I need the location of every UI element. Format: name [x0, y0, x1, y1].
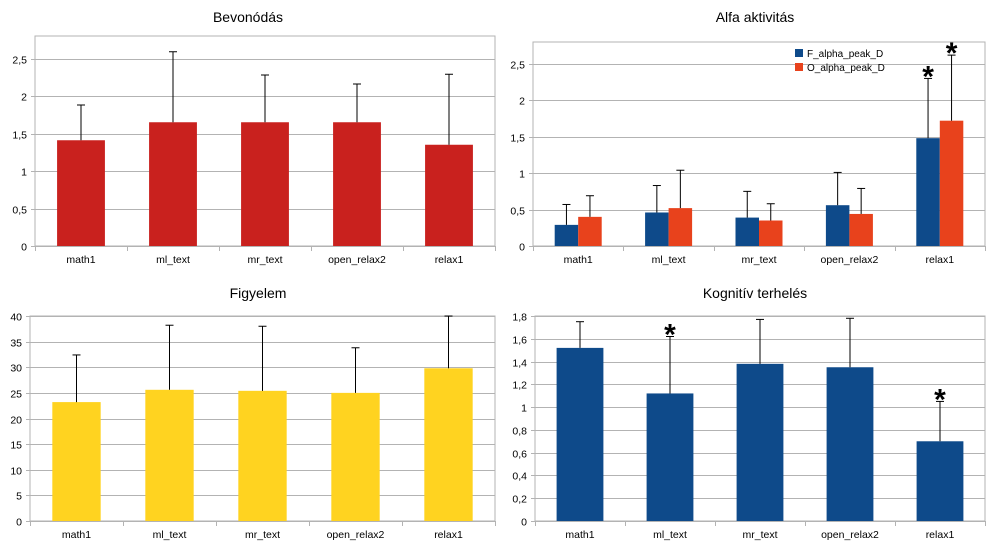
chart-title: Kognitív terhelés: [703, 285, 807, 301]
y-tick-label: 0: [16, 517, 22, 529]
y-tick-label: 1,6: [512, 335, 527, 347]
y-tick-label: 35: [10, 338, 22, 350]
y-tick-label: 0,5: [510, 206, 525, 218]
y-tick-label: 1: [521, 403, 527, 415]
y-tick-label: 0: [521, 517, 527, 529]
bar: [52, 402, 101, 521]
y-tick-label: 0,5: [12, 205, 27, 217]
bar: [645, 212, 669, 246]
bar: [578, 216, 602, 246]
significance-marker: *: [664, 319, 676, 352]
y-tick-label: 0,4: [512, 471, 527, 483]
y-tick-label: 0: [21, 242, 27, 254]
x-tick-label: open_relax2: [821, 254, 879, 266]
x-tick-label: ml_text: [652, 254, 686, 266]
chart-panel: Figyelem 0 5 10 15 20 25 30 35 40 math1 ml_text mr_t…: [10, 285, 496, 541]
x-tick-label: ml_text: [653, 529, 687, 541]
bar: [646, 393, 694, 521]
chart-title: Bevonódás: [213, 9, 283, 25]
bar: [916, 441, 964, 521]
x-tick-label: mr_text: [247, 254, 282, 266]
y-tick-label: 40: [10, 312, 22, 324]
y-tick-label: 20: [10, 415, 22, 427]
significance-marker: *: [922, 60, 934, 93]
x-tick-label: relax1: [434, 529, 463, 541]
bar: [241, 122, 289, 246]
y-tick-label: 0,6: [512, 449, 527, 461]
bar: [145, 389, 194, 521]
bar: [554, 224, 579, 246]
y-tick-label: 1,8: [512, 312, 527, 324]
x-tick-label: mr_text: [741, 254, 776, 266]
y-tick-label: 2,5: [510, 60, 525, 72]
x-tick-label: relax1: [926, 529, 955, 541]
chart-panel: Alfa aktivitás 0 0,5 1 1,5 2 2,5 math1 ml_text mr…: [510, 9, 986, 266]
x-tick-label: math1: [564, 254, 593, 266]
y-tick-label: 5: [16, 491, 22, 503]
bar: [849, 213, 873, 246]
legend-swatch: [795, 49, 803, 57]
bar: [424, 368, 473, 521]
significance-marker: *: [934, 383, 946, 416]
y-tick-label: 25: [10, 389, 22, 401]
chart-title: Figyelem: [230, 285, 287, 301]
y-tick-label: 1,2: [512, 380, 527, 392]
bar: [425, 144, 473, 246]
y-tick-label: 2,5: [12, 55, 27, 67]
legend-swatch: [795, 63, 803, 71]
x-tick-label: ml_text: [153, 529, 187, 541]
y-tick-label: 1: [21, 167, 27, 179]
chart-panel: Kognitív terhelés 0 0,2 0,4 0,6 0,8 1 1,2 1,4 1,6…: [512, 285, 986, 541]
y-tick-label: 1,5: [510, 133, 525, 145]
significance-marker: *: [946, 37, 958, 70]
x-tick-label: open_relax2: [821, 529, 879, 541]
bar: [331, 392, 380, 521]
x-tick-label: math1: [62, 529, 91, 541]
y-tick-label: 2: [519, 96, 525, 108]
y-tick-label: 15: [10, 440, 22, 452]
y-tick-label: 10: [10, 466, 22, 478]
bar: [735, 217, 759, 246]
y-tick-label: 2: [21, 92, 27, 104]
y-tick-label: 30: [10, 363, 22, 375]
bar: [238, 390, 287, 521]
chart-panel: Bevonódás 0 0,5 1 1,5 2 2,5 math1 ml_text mr_text…: [12, 9, 496, 266]
chart-title: Alfa aktivitás: [716, 9, 795, 25]
bar: [149, 122, 197, 246]
bar: [825, 205, 850, 246]
x-tick-label: ml_text: [156, 254, 190, 266]
x-tick-label: open_relax2: [327, 529, 385, 541]
y-tick-label: 0: [519, 242, 525, 254]
x-tick-label: mr_text: [742, 529, 777, 541]
x-tick-label: relax1: [925, 254, 954, 266]
bar: [736, 363, 784, 521]
bar: [826, 367, 874, 521]
x-tick-label: math1: [66, 254, 95, 266]
y-tick-label: 1,5: [12, 130, 27, 142]
y-tick-label: 0,8: [512, 426, 527, 438]
y-tick-label: 0,2: [512, 494, 527, 506]
bar: [556, 347, 604, 521]
x-tick-label: mr_text: [245, 529, 280, 541]
y-tick-label: 1: [519, 169, 525, 181]
x-tick-label: math1: [565, 529, 594, 541]
bar: [57, 140, 105, 246]
bar: [668, 208, 693, 246]
bar: [939, 120, 964, 246]
y-tick-label: 1,4: [512, 358, 527, 370]
bar: [759, 220, 783, 246]
legend-label: O_alpha_peak_D: [807, 63, 885, 74]
x-tick-label: open_relax2: [328, 254, 386, 266]
bar: [916, 138, 940, 246]
bar: [333, 122, 381, 246]
legend-label: F_alpha_peak_D: [807, 49, 883, 60]
x-tick-label: relax1: [435, 254, 464, 266]
